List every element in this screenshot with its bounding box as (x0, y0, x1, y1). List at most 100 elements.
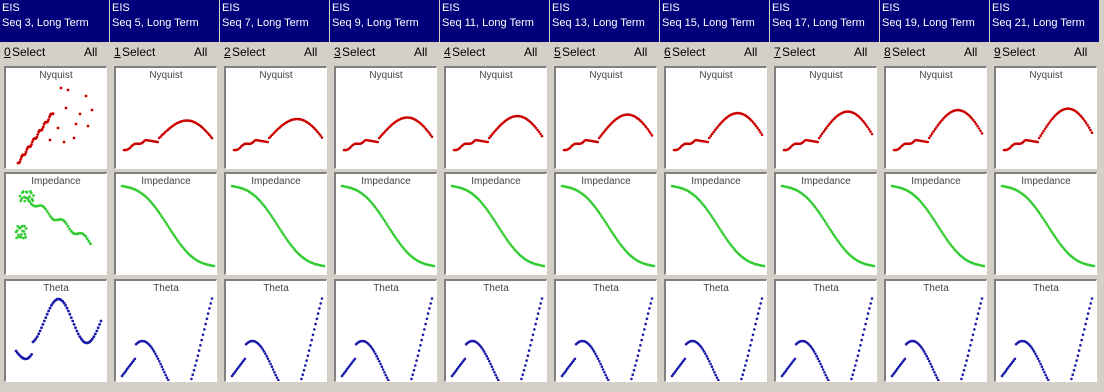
select-button[interactable]: Select (892, 45, 926, 59)
eis-column: EIS Seq 9, Long Term 3 Select All Nyquist Impe… (330, 0, 440, 392)
impedance-plot[interactable]: Impedance (994, 172, 1097, 275)
theta-plot[interactable]: Theta (4, 279, 107, 382)
select-index[interactable]: 9 (994, 45, 1001, 59)
select-index[interactable]: 5 (554, 45, 561, 59)
impedance-plot[interactable]: Impedance (334, 172, 437, 275)
nyquist-plot[interactable]: Nyquist (224, 66, 327, 169)
theta-point (163, 371, 166, 374)
nyquist-point (935, 125, 938, 129)
impedance-point (931, 216, 934, 220)
select-button[interactable]: Select (12, 45, 46, 59)
impedance-point (935, 222, 938, 226)
nyquist-point (24, 150, 28, 154)
impedance-plot[interactable]: Impedance (444, 172, 547, 275)
select-all-button[interactable]: All (84, 45, 98, 59)
impedance-plot[interactable]: Impedance (554, 172, 657, 275)
select-index[interactable]: 3 (334, 45, 341, 59)
select-button[interactable]: Select (232, 45, 266, 59)
nyquist-point (1039, 134, 1042, 137)
column-header[interactable]: EIS Seq 21, Long Term (990, 0, 1099, 42)
impedance-point (380, 214, 383, 218)
nyquist-plot[interactable]: Nyquist (334, 66, 437, 169)
impedance-point (32, 194, 35, 197)
select-bar: 4 Select All (440, 42, 550, 64)
column-header[interactable]: EIS Seq 17, Long Term (770, 0, 879, 42)
theta-plot[interactable]: Theta (664, 279, 767, 382)
theta-plot[interactable]: Theta (884, 279, 987, 382)
nyquist-point (534, 126, 538, 130)
theta-plot[interactable]: Theta (334, 279, 437, 382)
impedance-plot[interactable]: Impedance (664, 172, 767, 275)
select-all-button[interactable]: All (744, 45, 758, 59)
select-index[interactable]: 4 (444, 45, 451, 59)
theta-plot[interactable]: Theta (774, 279, 877, 382)
select-index[interactable]: 1 (114, 45, 121, 59)
theta-point (969, 344, 972, 347)
theta-plot[interactable]: Theta (224, 279, 327, 382)
select-button[interactable]: Select (122, 45, 156, 59)
impedance-point (390, 230, 394, 234)
column-header[interactable]: EIS Seq 3, Long Term (0, 0, 109, 42)
select-all-button[interactable]: All (634, 45, 648, 59)
select-button[interactable]: Select (782, 45, 816, 59)
theta-plot[interactable]: Theta (994, 279, 1097, 382)
select-button[interactable]: Select (1002, 45, 1036, 59)
theta-plot[interactable]: Theta (114, 279, 217, 382)
select-all-button[interactable]: All (304, 45, 318, 59)
select-index[interactable]: 6 (664, 45, 671, 59)
impedance-plot[interactable]: Impedance (774, 172, 877, 275)
nyquist-plot[interactable]: Nyquist (664, 66, 767, 169)
column-header[interactable]: EIS Seq 5, Long Term (110, 0, 219, 42)
select-all-button[interactable]: All (1074, 45, 1088, 59)
theta-point (40, 326, 43, 330)
theta-point (751, 333, 755, 337)
impedance-point (21, 236, 25, 240)
select-index[interactable]: 8 (884, 45, 891, 59)
column-header[interactable]: EIS Seq 15, Long Term (660, 0, 769, 42)
column-header[interactable]: EIS Seq 7, Long Term (220, 0, 329, 42)
select-button[interactable]: Select (452, 45, 486, 59)
impedance-point (612, 232, 615, 236)
column-header[interactable]: EIS Seq 19, Long Term (880, 0, 989, 42)
select-all-button[interactable]: All (194, 45, 208, 59)
select-button[interactable]: Select (562, 45, 596, 59)
impedance-plot[interactable]: Impedance (884, 172, 987, 275)
select-all-button[interactable]: All (854, 45, 868, 59)
theta-plot[interactable]: Theta (554, 279, 657, 382)
nyquist-plot[interactable]: Nyquist (554, 66, 657, 169)
impedance-point (25, 190, 29, 194)
nyquist-plot[interactable]: Nyquist (4, 66, 107, 169)
theta-point (1072, 368, 1076, 372)
column-header[interactable]: EIS Seq 11, Long Term (440, 0, 549, 42)
theta-point (850, 377, 853, 381)
select-all-button[interactable]: All (524, 45, 538, 59)
column-header[interactable]: EIS Seq 9, Long Term (330, 0, 439, 42)
impedance-plot[interactable]: Impedance (114, 172, 217, 275)
select-bar: 8 Select All (880, 42, 990, 64)
impedance-point (814, 207, 818, 210)
impedance-point (597, 210, 601, 214)
select-index[interactable]: 2 (224, 45, 231, 59)
theta-point (273, 371, 276, 374)
select-index[interactable]: 7 (774, 45, 781, 59)
column-header[interactable]: EIS Seq 13, Long Term (550, 0, 659, 42)
impedance-plot[interactable]: Impedance (4, 172, 107, 275)
select-all-button[interactable]: All (414, 45, 428, 59)
select-all-button[interactable]: All (964, 45, 978, 59)
nyquist-plot[interactable]: Nyquist (994, 66, 1097, 169)
eis-column: EIS Seq 13, Long Term 5 Select All Nyquist Imp… (550, 0, 660, 392)
theta-point (93, 332, 97, 336)
nyquist-point (974, 122, 978, 126)
nyquist-plot[interactable]: Nyquist (884, 66, 987, 169)
impedance-point (722, 232, 725, 236)
theta-point (261, 348, 265, 351)
nyquist-plot[interactable]: Nyquist (114, 66, 217, 169)
select-index[interactable]: 0 (4, 45, 11, 59)
nyquist-plot[interactable]: Nyquist (444, 66, 547, 169)
impedance-plot[interactable]: Impedance (224, 172, 327, 275)
theta-plot[interactable]: Theta (444, 279, 547, 382)
select-button[interactable]: Select (342, 45, 376, 59)
select-button[interactable]: Select (672, 45, 706, 59)
impedance-point (505, 238, 509, 242)
nyquist-plot[interactable]: Nyquist (774, 66, 877, 169)
